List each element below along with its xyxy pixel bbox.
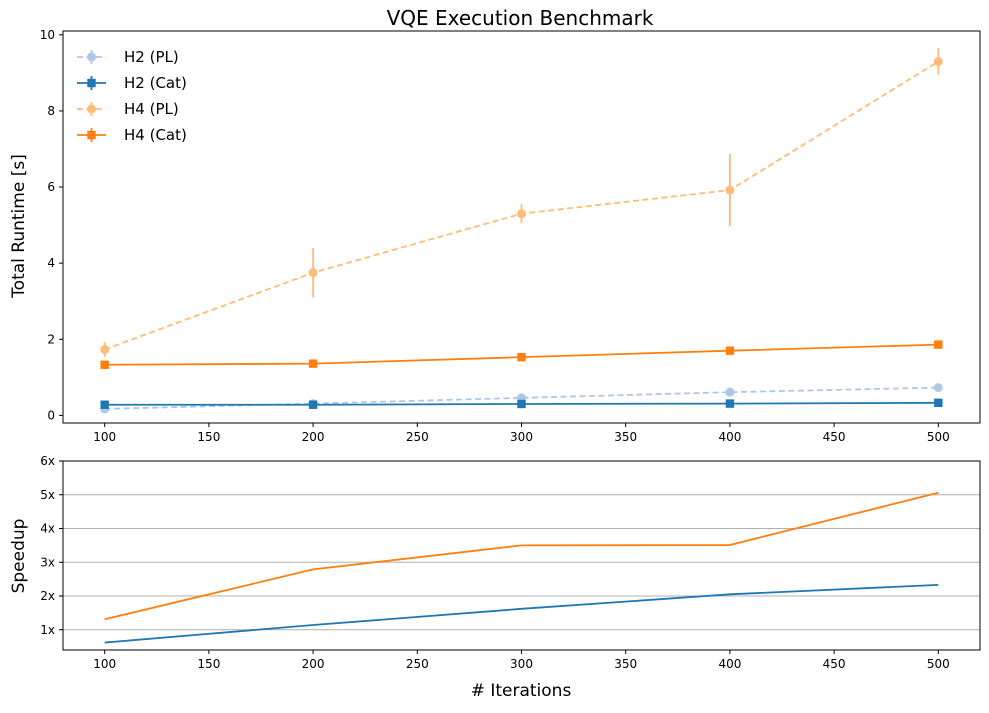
runtime-y-tick-label: 6: [47, 180, 55, 194]
runtime-series-1-point: [934, 398, 943, 408]
speedup-axes: 100 150 200 250 300 350 400 450 500 1x 2x 3x 4x 5x 6x: [40, 454, 981, 671]
runtime-series-2-point: [933, 56, 943, 66]
legend-label: H4 (Cat): [124, 126, 187, 144]
speedup-y-tick-label: 5x: [40, 488, 55, 502]
speedup-x-tick-label: 100: [93, 657, 116, 671]
runtime-series-3-point: [517, 352, 526, 362]
runtime-x-tick-label: 350: [614, 430, 637, 444]
speedup-series: [104, 491, 939, 644]
speedup-x-tick-label: 300: [510, 657, 533, 671]
legend-item: H2 (PL): [77, 48, 179, 66]
speedup-series-1-line: [104, 491, 939, 621]
runtime-series-3-point: [725, 346, 735, 355]
speedup-y-axis-label: Speedup: [9, 519, 29, 594]
runtime-series-0-point: [725, 387, 735, 397]
legend-marker: [87, 104, 96, 114]
runtime-y-tick-label: 0: [47, 408, 55, 422]
legend-marker: [87, 78, 96, 88]
runtime-series-1-point: [517, 399, 526, 409]
legend-label: H2 (PL): [124, 48, 179, 66]
runtime-y-tick-label: 8: [47, 104, 55, 118]
speedup-series-0-line: [104, 583, 939, 644]
runtime-series-2-point: [100, 345, 110, 355]
runtime-series-2-point: [517, 209, 526, 219]
runtime-series-0-point: [933, 383, 943, 393]
runtime-y-tick-label: 4: [47, 256, 55, 270]
runtime-y-tick-label: 10: [40, 28, 55, 42]
speedup-x-tick-label: 400: [718, 657, 741, 671]
runtime-series-2-point: [308, 268, 318, 278]
runtime-series-2-point: [725, 185, 735, 195]
runtime-series-3-point: [934, 340, 943, 349]
legend-label: H4 (PL): [124, 100, 179, 118]
runtime-x-tick-label: 500: [927, 430, 950, 444]
runtime-x-tick-label: 450: [823, 430, 846, 444]
speedup-x-tick-label: 200: [302, 657, 325, 671]
speedup-panel: Speedup # Iterations 100 150 200 250 300 350 4…: [9, 454, 981, 701]
runtime-x-tick-label: 250: [406, 430, 429, 444]
runtime-y-axis-label: Total Runtime [s]: [9, 154, 29, 299]
runtime-x-tick-label: 200: [302, 430, 325, 444]
runtime-series-3-point: [100, 360, 109, 369]
speedup-y-tick-label: 2x: [40, 589, 55, 603]
speedup-x-tick-label: 350: [614, 657, 637, 671]
runtime-x-tick-label: 150: [197, 430, 220, 444]
runtime-axes: 100 150 200 250 300 350 400 450 500 0 2 4 6 8 10: [40, 28, 981, 444]
legend-item: H4 (PL): [77, 100, 179, 118]
runtime-y-tick-label: 2: [47, 332, 55, 346]
legend: H2 (PL) H2 (Cat) H4 (PL) H4 (Cat): [77, 48, 187, 144]
legend-label: H2 (Cat): [124, 74, 187, 92]
chart-title: VQE Execution Benchmark: [387, 6, 654, 30]
legend-item: H2 (Cat): [77, 74, 187, 92]
iterations-x-axis-label: # Iterations: [471, 681, 572, 701]
speedup-y-tick-label: 6x: [40, 454, 55, 468]
speedup-y-tick-label: 4x: [40, 522, 55, 536]
runtime-series-1-point: [100, 400, 109, 409]
legend-marker: [87, 130, 96, 140]
speedup-x-tick-label: 500: [927, 657, 950, 671]
speedup-x-tick-label: 150: [197, 657, 220, 671]
legend-marker: [87, 52, 96, 62]
runtime-panel: VQE Execution Benchmark Total Runtime [s…: [9, 6, 981, 444]
speedup-x-tick-label: 450: [823, 657, 846, 671]
speedup-y-tick-label: 3x: [40, 555, 55, 569]
runtime-series-1-point: [308, 400, 318, 409]
runtime-x-tick-label: 300: [510, 430, 533, 444]
runtime-x-tick-label: 400: [718, 430, 741, 444]
runtime-x-tick-label: 100: [93, 430, 116, 444]
runtime-series-1-point: [725, 399, 735, 408]
runtime-series: [100, 48, 943, 414]
speedup-x-tick-label: 250: [406, 657, 429, 671]
legend-item: H4 (Cat): [77, 126, 187, 144]
runtime-series-3-point: [308, 359, 318, 368]
speedup-y-tick-label: 1x: [40, 623, 55, 637]
